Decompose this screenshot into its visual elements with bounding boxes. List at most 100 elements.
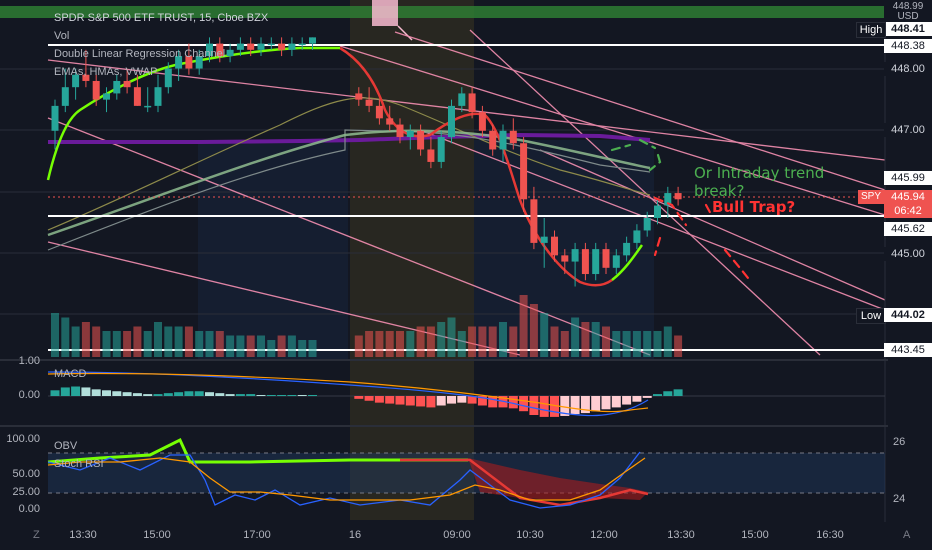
ema-gray-line (47, 129, 651, 251)
candle-body[interactable] (226, 49, 234, 57)
candle-body[interactable] (154, 87, 162, 106)
legend-macd[interactable]: MACD (54, 368, 87, 380)
macd-bar (205, 392, 214, 396)
candle-body[interactable] (257, 43, 265, 50)
candles (51, 37, 682, 287)
stoch-d-line (47, 457, 646, 501)
candle-body[interactable] (458, 93, 466, 106)
candle-body[interactable] (643, 217, 651, 231)
legend-emas[interactable]: EMAs, HMAs, VWAP (54, 66, 158, 78)
volume-bar (653, 331, 662, 357)
premarket-shade (350, 0, 474, 520)
candle-body[interactable] (623, 242, 631, 256)
candle-body[interactable] (633, 230, 641, 243)
candle-body[interactable] (499, 130, 507, 150)
macd-bar (405, 396, 415, 406)
macd-bar (215, 393, 225, 396)
price-axis[interactable] (888, 0, 932, 522)
candle-body[interactable] (602, 249, 610, 268)
candle-body[interactable] (355, 93, 363, 100)
candle-body[interactable] (592, 249, 600, 275)
candle-body[interactable] (468, 93, 476, 113)
candle-body[interactable] (144, 105, 152, 108)
macd-bar (60, 387, 70, 396)
time-axis[interactable] (0, 522, 932, 550)
candle-body[interactable] (309, 37, 316, 44)
candle-body[interactable] (664, 193, 672, 206)
candle-body[interactable] (175, 56, 183, 69)
zoom-button[interactable]: Z (33, 529, 40, 541)
candle-body[interactable] (123, 80, 131, 88)
legend-vol[interactable]: Vol (54, 30, 70, 42)
candle-body[interactable] (489, 130, 497, 150)
candle-body[interactable] (427, 149, 435, 162)
candle-body[interactable] (417, 130, 425, 150)
candle-body[interactable] (103, 93, 110, 100)
candle-body[interactable] (164, 68, 172, 88)
volume-bar (591, 322, 600, 357)
candle-body[interactable] (396, 124, 404, 138)
volume-bar (287, 335, 296, 357)
time-label-1030: 10:30 (516, 529, 544, 541)
candle-body[interactable] (530, 199, 538, 243)
candle-body[interactable] (113, 80, 121, 94)
annotation-trend-break-2: break? (694, 182, 745, 200)
candle-body[interactable] (365, 99, 373, 106)
candle-body[interactable] (278, 43, 286, 50)
volume-bar (102, 331, 111, 357)
volume-bar (354, 335, 363, 357)
macd-bar (364, 396, 374, 401)
volume-bar (236, 335, 245, 357)
stoch-k-line (47, 451, 641, 509)
candle-body[interactable] (581, 249, 589, 275)
high-value-tag: 448.41 (884, 22, 932, 36)
volume-bar (396, 331, 404, 357)
candle-body[interactable] (406, 130, 414, 138)
auto-scale-button[interactable]: A (903, 529, 911, 541)
volume-bar (447, 317, 456, 357)
candle-body[interactable] (92, 80, 100, 100)
candle-body[interactable] (82, 74, 90, 81)
candle-body[interactable] (540, 236, 548, 243)
candle-body[interactable] (236, 43, 244, 50)
annotation-drawings (610, 138, 750, 280)
candle-body[interactable] (288, 43, 296, 50)
candle-body[interactable] (612, 255, 620, 268)
candle-body[interactable] (375, 105, 383, 119)
volume-bar (267, 340, 276, 357)
volume-bar (550, 326, 559, 357)
candle-body[interactable] (247, 43, 255, 50)
candle-body[interactable] (133, 87, 141, 106)
legend-obv[interactable]: OBV (54, 440, 78, 452)
candle-body[interactable] (386, 118, 394, 125)
volume-bar (143, 331, 152, 357)
candle-body[interactable] (72, 74, 80, 88)
candle-body[interactable] (51, 105, 59, 131)
marker-flag (372, 0, 398, 26)
candle-body[interactable] (61, 87, 69, 106)
volume-bar (602, 326, 610, 357)
macd-bar (50, 390, 60, 396)
candle-body[interactable] (216, 43, 224, 57)
candle-body[interactable] (437, 137, 445, 162)
candle-body[interactable] (551, 236, 558, 256)
candle-body[interactable] (654, 205, 661, 218)
candle-body[interactable] (509, 130, 517, 144)
candle-body[interactable] (520, 143, 528, 200)
candle-body[interactable] (674, 193, 682, 200)
legend-regression-channel[interactable]: Double Linear Regression Channel (54, 48, 226, 60)
candle-body[interactable] (267, 43, 275, 46)
resistance-band (0, 6, 885, 18)
candle-body[interactable] (478, 112, 486, 131)
candle-body[interactable] (561, 255, 569, 262)
candle-body[interactable] (571, 249, 579, 262)
candle-body[interactable] (206, 43, 213, 57)
candle-body[interactable] (448, 105, 455, 138)
volume-bar (257, 335, 265, 357)
candle-body[interactable] (185, 56, 193, 69)
legend-stoch-rsi[interactable]: Stoch RSI (54, 458, 104, 470)
candle-body[interactable] (298, 43, 306, 46)
candle-body[interactable] (195, 56, 203, 69)
macd-bar (235, 394, 245, 396)
